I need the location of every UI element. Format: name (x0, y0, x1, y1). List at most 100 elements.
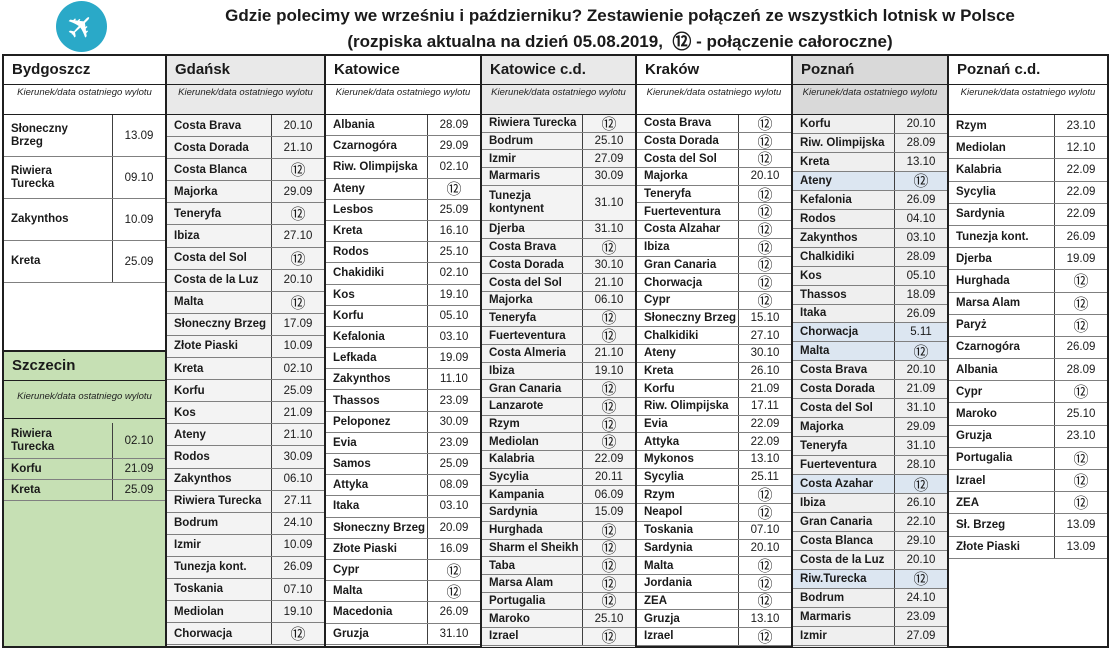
empty-space (949, 559, 1107, 646)
destination-name: Kalabria (482, 451, 583, 468)
destination-name: Kreta (326, 220, 428, 242)
last-flight-date: 13.09 (1066, 541, 1096, 554)
destination-row: Ateny 21.10 (167, 424, 324, 447)
last-flight-date: 20.10 (283, 119, 313, 132)
destination-name: Tunezja kont. (949, 225, 1055, 248)
destination-name: Sycylia (637, 468, 739, 486)
destination-row: Słoneczny Brzeg 15.10 (637, 309, 791, 328)
destination-name: Attyka (637, 433, 739, 451)
destination-row: Riwiera Turecka 09.10 (4, 157, 165, 199)
destination-name: Itaka (793, 304, 895, 323)
destination-rows: Costa Brava ⑫ Costa Dorada ⑫ Costa del Sol ⑫ M… (637, 115, 791, 646)
last-flight-date: 21.10 (594, 276, 624, 289)
empty-space (167, 645, 324, 646)
destination-name: Marmaris (793, 607, 895, 626)
last-flight-date: 21.09 (283, 406, 313, 419)
last-flight-date: ⑫ (290, 294, 306, 312)
destination-row: Gruzja 31.10 (326, 623, 480, 645)
last-flight-date: ⑫ (601, 628, 617, 646)
destination-name: Teneryfa (793, 437, 895, 456)
destination-row: Cypr ⑫ (326, 559, 480, 582)
destination-row: Korfu 21.09 (4, 459, 165, 480)
destination-row: Sardynia 20.10 (637, 539, 791, 558)
destination-name: Lefkada (326, 348, 428, 369)
destination-name: Lanzarote (482, 398, 583, 415)
destination-row: Ibiza ⑫ (637, 238, 791, 257)
destination-name: Ibiza (482, 362, 583, 380)
destination-name: Kos (326, 284, 428, 305)
last-flight-date: 26.10 (750, 364, 780, 377)
destination-name: Costa Dorada (637, 132, 739, 150)
direction-date-subheader: Kierunek/data ostatniego wylotu (949, 85, 1107, 115)
destination-row: Costa Brava 20.10 (793, 361, 947, 381)
city-header-szczecin: Szczecin (4, 352, 165, 381)
destination-row: Sł. Brzeg 13.09 (949, 514, 1107, 537)
destination-row: Izmir 10.09 (167, 534, 324, 557)
last-flight-date: 28.09 (1066, 363, 1096, 376)
last-flight-date: ⑫ (290, 626, 306, 644)
column-bydgoszcz-szczecin: Bydgoszcz Kierunek/data ostatniego wylotu… (4, 56, 167, 646)
last-flight-date: 30.09 (594, 170, 624, 183)
last-flight-date: 11.10 (440, 373, 468, 386)
destination-name: Thassos (793, 285, 895, 304)
destination-name: Riw. Olimpijska (637, 398, 739, 415)
last-flight-date: 20.09 (439, 521, 469, 534)
destination-row: Portugalia ⑫ (482, 592, 635, 610)
last-flight-date: ⑫ (757, 593, 773, 611)
destination-name: Ateny (326, 178, 428, 199)
destination-name: Marmaris (482, 168, 583, 185)
last-flight-date: ⑫ (757, 186, 773, 204)
destination-name: Jordania (637, 574, 739, 592)
destination-row: Albania 28.09 (326, 115, 480, 137)
destination-row: Djerba 19.09 (949, 248, 1107, 271)
destination-row: Rzym 23.10 (949, 115, 1107, 138)
direction-date-subheader: Kierunek/data ostatniego wylotu (4, 389, 165, 419)
section-poznan-cd: Poznań c.d. Kierunek/data ostatniego wylo… (949, 56, 1107, 646)
destination-name: Rzym (637, 486, 739, 504)
last-flight-date: ⑫ (601, 398, 617, 416)
last-flight-date: 26.09 (283, 561, 313, 574)
last-flight-date: 27.09 (906, 629, 936, 642)
destination-name: Djerba (482, 221, 583, 238)
destination-row: Costa Azahar ⑫ (793, 475, 947, 495)
destination-row: Bodrum 25.10 (482, 132, 635, 151)
destination-name: Zakynthos (326, 369, 428, 390)
section-szczecin: Szczecin Kierunek/data ostatniego wylotu R… (4, 350, 165, 646)
destination-row: Sycylia 20.11 (482, 468, 635, 487)
destination-row: Fuerteventura 28.10 (793, 456, 947, 476)
last-flight-date: 24.10 (283, 517, 313, 530)
last-flight-date: ⑫ (757, 133, 773, 151)
last-flight-date: 23.10 (1066, 119, 1096, 132)
destination-row: Izrael ⑫ (482, 627, 635, 646)
destination-row: Rodos 30.09 (167, 446, 324, 469)
last-flight-date: ⑫ (1073, 495, 1089, 513)
destination-name: Chorwacja (167, 623, 272, 645)
destination-row: Chakidiki 02.10 (326, 263, 480, 285)
destination-name: Riw. Olimpijska (326, 157, 428, 178)
destination-name: Thassos (326, 390, 428, 411)
last-flight-date: 25.10 (594, 612, 624, 625)
last-flight-date: ⑫ (757, 221, 773, 239)
destination-name: Tunezja kont. (167, 556, 272, 578)
page-title: Gdzie polecimy we wrześniu i październik… (0, 0, 1120, 57)
destination-name: Sycylia (482, 468, 583, 486)
destination-row: Rodos 04.10 (793, 209, 947, 229)
destination-name: Maroko (482, 610, 583, 627)
destination-row: Kos 19.10 (326, 284, 480, 306)
destination-name: Evia (326, 432, 428, 453)
destination-rows: Słoneczny Brzeg 13.09 Riwiera Turecka 09.10… (4, 115, 165, 283)
destination-name: Izrael (949, 470, 1055, 492)
destination-row: Kreta 26.10 (637, 362, 791, 381)
last-flight-date: ⑫ (913, 571, 929, 589)
destination-name: Malta (326, 581, 428, 602)
destination-row: Kefalonia 03.10 (326, 326, 480, 349)
destination-name: Riw.Turecka (793, 569, 895, 588)
last-flight-date: 21.10 (283, 141, 313, 154)
last-flight-date: ⑫ (757, 558, 773, 576)
destination-row: Kreta 25.09 (4, 480, 165, 501)
column-katowice: Katowice Kierunek/data ostatniego wylotu A… (326, 56, 482, 646)
section-poznan: Poznań Kierunek/data ostatniego wylotu Kor… (793, 56, 947, 646)
direction-date-subheader: Kierunek/data ostatniego wylotu (326, 85, 480, 115)
destination-name: Lesbos (326, 199, 428, 220)
last-flight-date: 13.09 (124, 129, 154, 142)
